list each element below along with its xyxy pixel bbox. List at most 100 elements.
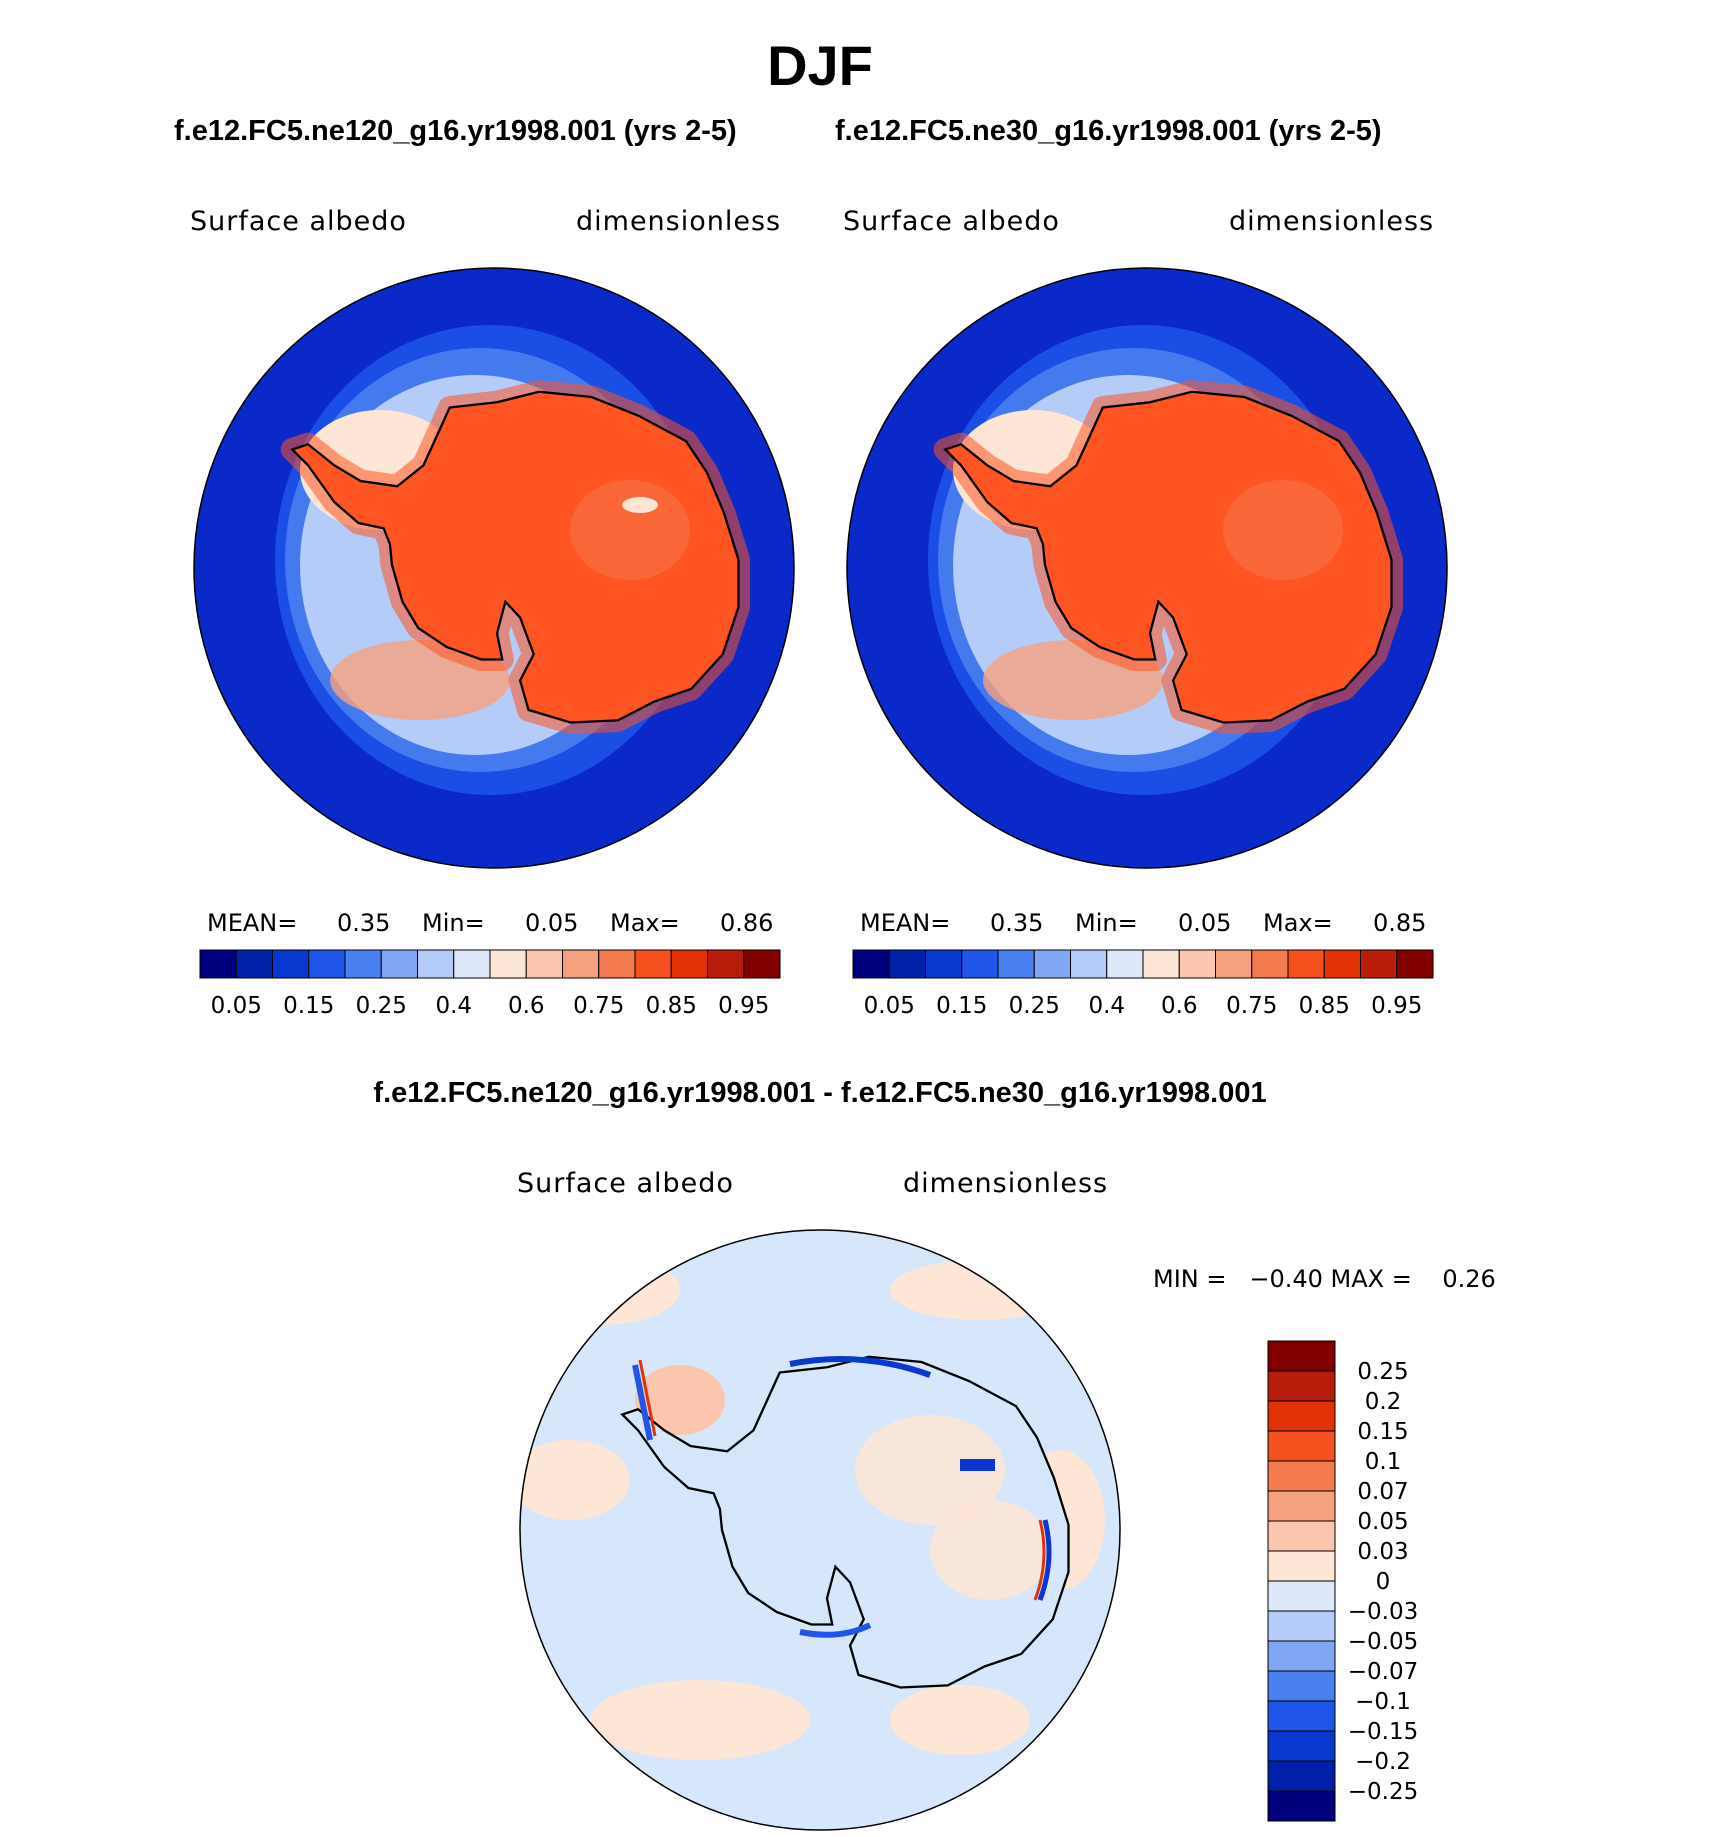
colorbar-1-swatch [634, 949, 672, 979]
colorbar-2-swatch [961, 949, 999, 979]
colorbar-2-swatch [925, 949, 963, 979]
colorbar-2-tick-label: 0.75 [1226, 993, 1277, 1019]
colorbar-2-tick-label: 0.85 [1299, 993, 1350, 1019]
panel-2-variable: Surface albedo [843, 206, 1060, 237]
panel-1-case-title: f.e12.FC5.ne120_g16.yr1998.001 (yrs 2-5) [174, 115, 737, 147]
map-panel-2 [847, 268, 1447, 868]
colorbar-diff-tick-label: −0.2 [1355, 1749, 1411, 1775]
colorbar-1-swatch [235, 949, 273, 979]
colorbar-1-swatch [707, 949, 745, 979]
diff-variable: Surface albedo [517, 1168, 734, 1199]
colorbar-2-swatch [1142, 949, 1180, 979]
colorbar-1-tick-label: 0.6 [508, 993, 545, 1019]
colorbar-1-tick-label: 0.4 [435, 993, 472, 1019]
colorbar-diff-tick-label: 0.03 [1357, 1539, 1408, 1565]
colorbar-1-swatch [670, 949, 708, 979]
panel-1-variable: Surface albedo [190, 206, 407, 237]
colorbar-2-swatch [1070, 949, 1108, 979]
colorbar-2-tick-label: 0.6 [1161, 993, 1198, 1019]
colorbar-diff-swatch [1267, 1640, 1336, 1672]
map-panel-1 [194, 268, 794, 868]
colorbar-2-tick-label: 0.95 [1371, 993, 1422, 1019]
colorbar-1-tick-label: 0.85 [646, 993, 697, 1019]
colorbar-2-swatch [1323, 949, 1361, 979]
colorbar-diff-swatch [1267, 1790, 1336, 1822]
panel-2-mean-label: MEAN= [860, 909, 950, 937]
colorbar-2-swatch [1360, 949, 1398, 979]
colorbar-diff-tick-label: 0 [1376, 1569, 1391, 1595]
map-panel-diff [520, 1230, 1120, 1830]
colorbar-2-swatch [1215, 949, 1253, 979]
panel-2-max-label: Max= [1263, 909, 1333, 937]
figure-title: DJF [767, 34, 873, 97]
panel-1-units: dimensionless [576, 206, 781, 237]
colorbar-2-tick-label: 0.15 [936, 993, 987, 1019]
colorbar-1-swatch [272, 949, 310, 979]
colorbar-diff-tick-label: −0.03 [1348, 1599, 1418, 1625]
diff-map-border [519, 1229, 1121, 1831]
colorbar-diff-tick-label: 0.07 [1357, 1479, 1408, 1505]
colorbar-diff: 0.25 0.2 0.15 0.1 0.07 0.05 0.03 0 −0.03 −0.05 −0.… [1267, 1340, 1418, 1822]
panel-2-units: dimensionless [1229, 206, 1434, 237]
colorbar-1-swatch [199, 949, 237, 979]
colorbar-2-swatch [888, 949, 926, 979]
colorbar-1-swatch [489, 949, 527, 979]
diff-stats: MIN = −0.40 MAX = 0.26 [1153, 1265, 1496, 1293]
colorbar-1-tick-label: 0.75 [573, 993, 624, 1019]
colorbar-diff-swatch [1267, 1430, 1336, 1462]
colorbar-diff-tick-label: 0.25 [1357, 1359, 1408, 1385]
map-1-border [193, 267, 795, 869]
panel-2-min-label: Min= [1075, 909, 1138, 937]
colorbar-1-swatch [453, 949, 491, 979]
colorbar-diff-swatch [1267, 1460, 1336, 1492]
colorbar-diff-swatch [1267, 1340, 1336, 1372]
colorbar-2-swatch [1106, 949, 1144, 979]
colorbar-diff-swatch [1267, 1550, 1336, 1582]
colorbar-1-tick-label: 0.25 [356, 993, 407, 1019]
colorbar-2-swatch [1287, 949, 1325, 979]
colorbar-diff-swatch [1267, 1610, 1336, 1642]
colorbar-2-swatch [1251, 949, 1289, 979]
colorbar-diff-swatch [1267, 1580, 1336, 1612]
colorbar-2-swatch [1033, 949, 1071, 979]
colorbar-diff-tick-label: 0.1 [1365, 1449, 1402, 1475]
panel-1-max-label: Max= [610, 909, 680, 937]
colorbar-diff-tick-label: −0.25 [1348, 1779, 1418, 1805]
colorbar-1-tick-label: 0.95 [718, 993, 769, 1019]
panel-1-min-label: Min= [422, 909, 485, 937]
colorbar-diff-tick-label: −0.05 [1348, 1629, 1418, 1655]
colorbar-diff-tick-label: 0.2 [1365, 1389, 1402, 1415]
diff-title: f.e12.FC5.ne120_g16.yr1998.001 - f.e12.F… [373, 1077, 1266, 1109]
colorbar-diff-swatch [1267, 1490, 1336, 1522]
colorbar-diff-swatch [1267, 1520, 1336, 1552]
colorbar-2-swatch [997, 949, 1035, 979]
colorbar-diff-swatch [1267, 1730, 1336, 1762]
panel-2-case-title: f.e12.FC5.ne30_g16.yr1998.001 (yrs 2-5) [835, 115, 1382, 147]
colorbar-1-swatch [525, 949, 563, 979]
panel-1-max-value: 0.86 [720, 909, 773, 937]
colorbar-2-tick-label: 0.4 [1088, 993, 1125, 1019]
colorbar-1-swatch [308, 949, 346, 979]
colorbar-1-swatch [598, 949, 636, 979]
colorbar-diff-swatch [1267, 1400, 1336, 1432]
panel-1-min-value: 0.05 [525, 909, 578, 937]
colorbar-1-swatch [417, 949, 455, 979]
map-2-border [846, 267, 1448, 869]
colorbar-2-swatch [852, 949, 890, 979]
panel-2-min-value: 0.05 [1178, 909, 1231, 937]
colorbar-diff-swatch [1267, 1700, 1336, 1732]
colorbar-1-swatch [380, 949, 418, 979]
colorbar-1: 0.05 0.15 0.25 0.4 0.6 0.75 0.85 0.95 [199, 949, 781, 1019]
colorbar-1-tick-label: 0.15 [283, 993, 334, 1019]
colorbar-1-swatch [344, 949, 382, 979]
colorbar-diff-tick-label: −0.07 [1348, 1659, 1418, 1685]
colorbar-2-swatch [1178, 949, 1216, 979]
colorbar-diff-swatch [1267, 1670, 1336, 1702]
panel-1-stats: MEAN= 0.35 Min= 0.05 Max= 0.86 [207, 909, 773, 937]
colorbar-2-swatch [1396, 949, 1434, 979]
colorbar-1-swatch [562, 949, 600, 979]
colorbar-2-tick-label: 0.05 [864, 993, 915, 1019]
panel-1-mean-label: MEAN= [207, 909, 297, 937]
panel-2-stats: MEAN= 0.35 Min= 0.05 Max= 0.85 [860, 909, 1426, 937]
